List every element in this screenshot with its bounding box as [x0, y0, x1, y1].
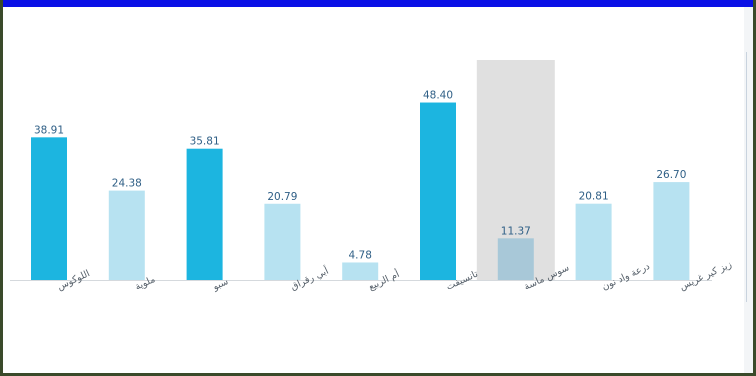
- bar-8[interactable]: [575, 203, 612, 280]
- bar-9[interactable]: [653, 182, 690, 280]
- scroll-track[interactable]: [746, 52, 747, 302]
- value-label-9: 26.70: [656, 169, 686, 181]
- value-label-7: 11.37: [501, 225, 531, 237]
- chart-panel: [3, 7, 744, 373]
- value-label-4: 20.79: [267, 191, 297, 203]
- bar-6[interactable]: [420, 102, 456, 281]
- value-label-3: 35.81: [190, 136, 220, 148]
- bar-7[interactable]: [497, 238, 534, 280]
- bar-5[interactable]: [342, 262, 379, 280]
- value-label-2: 24.38: [112, 178, 142, 190]
- top-accent-bar: [3, 0, 753, 7]
- bar-4[interactable]: [264, 203, 301, 280]
- value-label-8: 20.81: [579, 191, 609, 203]
- value-label-6: 48.40: [423, 90, 453, 102]
- bar-3[interactable]: [186, 148, 223, 280]
- bar-2[interactable]: [108, 190, 145, 280]
- value-label-1: 38.91: [34, 124, 64, 136]
- right-scroll-strip[interactable]: [744, 7, 753, 373]
- bar-1[interactable]: [31, 137, 67, 280]
- value-label-5: 4.78: [349, 249, 372, 261]
